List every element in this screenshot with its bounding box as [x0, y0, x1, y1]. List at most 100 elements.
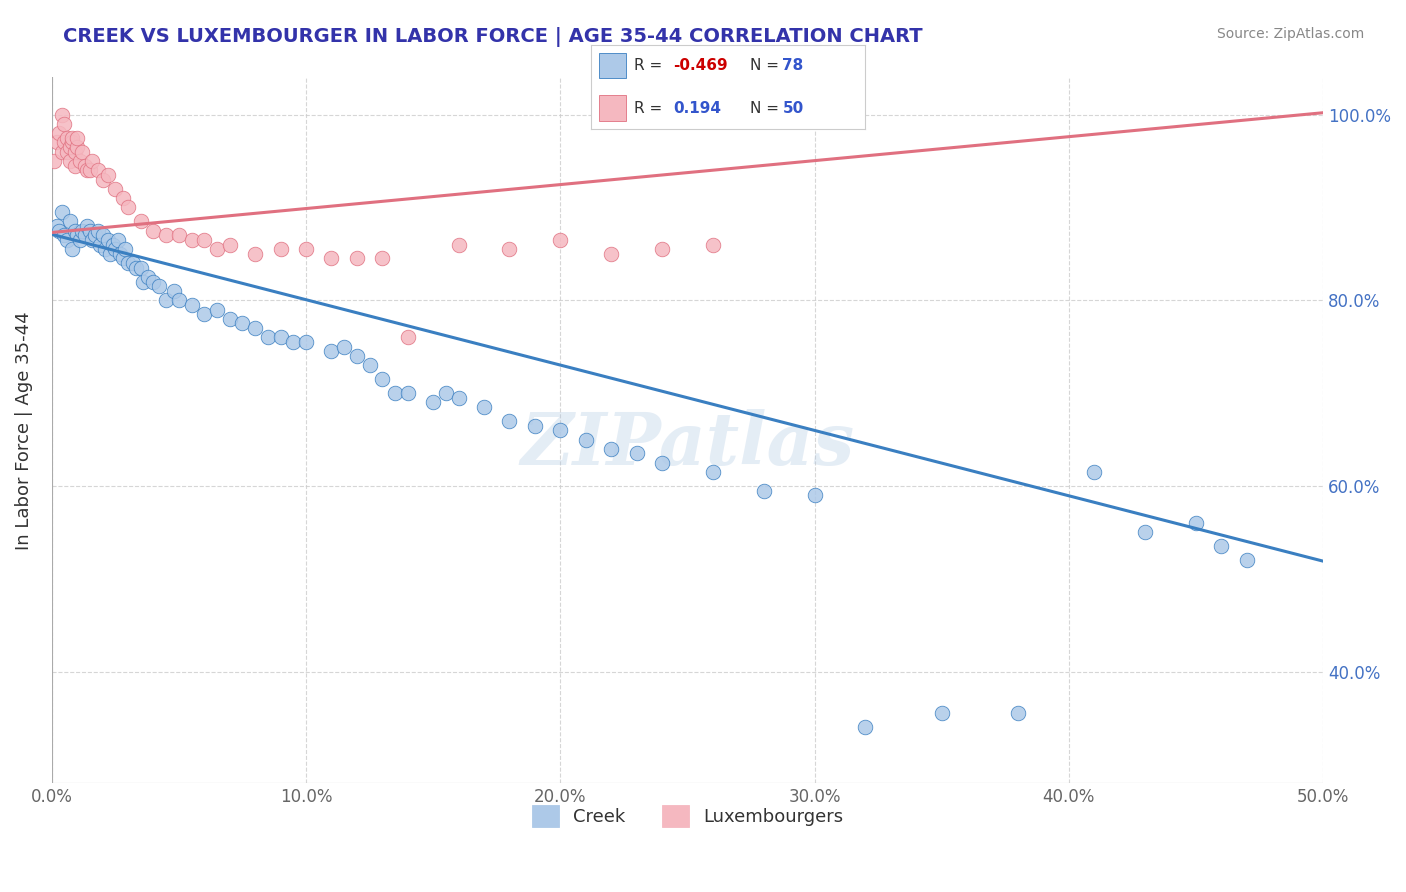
Point	[45, 219, 67, 233]
Legend: Creek, Luxembourgers: Creek, Luxembourgers	[524, 797, 851, 834]
Point	[371, 372, 394, 386]
Point	[117, 256, 139, 270]
Point	[60, 130, 83, 145]
Y-axis label: In Labor Force | Age 35-44: In Labor Force | Age 35-44	[15, 311, 32, 549]
Point	[447, 391, 470, 405]
Point	[91, 228, 114, 243]
Point	[97, 168, 120, 182]
Point	[51, 107, 73, 121]
Point	[498, 414, 520, 428]
Point	[51, 145, 73, 159]
Point	[129, 214, 152, 228]
Point	[82, 153, 104, 168]
Point	[472, 400, 495, 414]
Point	[138, 270, 160, 285]
Point	[180, 298, 202, 312]
Point	[396, 330, 419, 344]
Point	[82, 233, 104, 247]
Point	[58, 214, 80, 228]
Point	[193, 307, 215, 321]
Point	[1185, 516, 1208, 530]
Point	[111, 191, 134, 205]
Point	[124, 260, 146, 275]
Point	[167, 228, 190, 243]
Point	[89, 237, 111, 252]
Point	[79, 163, 101, 178]
Point	[66, 130, 89, 145]
Point	[651, 456, 673, 470]
Point	[155, 293, 177, 308]
Point	[114, 242, 136, 256]
Point	[60, 136, 83, 150]
Text: 78: 78	[782, 58, 804, 73]
Point	[752, 483, 775, 498]
Point	[371, 252, 394, 266]
Point	[72, 224, 94, 238]
Point	[193, 233, 215, 247]
Point	[60, 242, 83, 256]
Point	[1007, 706, 1029, 721]
Point	[180, 233, 202, 247]
Point	[48, 126, 70, 140]
Point	[1133, 525, 1156, 540]
Point	[148, 279, 170, 293]
Point	[702, 465, 724, 479]
Point	[76, 219, 98, 233]
Point	[86, 224, 108, 238]
Point	[205, 242, 228, 256]
Point	[396, 386, 419, 401]
Point	[63, 159, 86, 173]
Point	[129, 260, 152, 275]
Point	[283, 334, 305, 349]
Point	[257, 330, 280, 344]
Bar	[599, 54, 626, 78]
Point	[53, 228, 76, 243]
Point	[626, 446, 648, 460]
Text: N =: N =	[749, 58, 783, 73]
Point	[855, 720, 877, 734]
Point	[550, 233, 572, 247]
Point	[91, 172, 114, 186]
Point	[600, 247, 623, 261]
Bar	[599, 95, 626, 120]
Point	[270, 330, 292, 344]
Point	[142, 275, 165, 289]
Point	[218, 237, 240, 252]
Point	[66, 228, 89, 243]
Point	[434, 386, 457, 401]
Text: 50: 50	[782, 101, 804, 116]
Point	[98, 247, 121, 261]
Point	[142, 224, 165, 238]
Point	[167, 293, 190, 308]
Point	[73, 228, 96, 243]
Point	[104, 242, 127, 256]
Point	[447, 237, 470, 252]
Point	[155, 228, 177, 243]
Point	[63, 224, 86, 238]
Point	[243, 321, 266, 335]
Point	[359, 358, 381, 372]
Point	[69, 153, 91, 168]
Text: CREEK VS LUXEMBOURGER IN LABOR FORCE | AGE 35-44 CORRELATION CHART: CREEK VS LUXEMBOURGER IN LABOR FORCE | A…	[63, 27, 922, 46]
Point	[243, 247, 266, 261]
Point	[56, 130, 79, 145]
Point	[295, 242, 318, 256]
Point	[550, 423, 572, 437]
Text: N =: N =	[749, 101, 783, 116]
Point	[803, 488, 825, 502]
Text: R =: R =	[634, 58, 668, 73]
Point	[51, 205, 73, 219]
Point	[44, 153, 66, 168]
Point	[346, 252, 368, 266]
Point	[205, 302, 228, 317]
Point	[117, 201, 139, 215]
Point	[1236, 553, 1258, 567]
Point	[498, 242, 520, 256]
Point	[346, 349, 368, 363]
Point	[101, 237, 124, 252]
Point	[72, 145, 94, 159]
Point	[53, 117, 76, 131]
Point	[73, 159, 96, 173]
Point	[97, 233, 120, 247]
Point	[575, 433, 598, 447]
